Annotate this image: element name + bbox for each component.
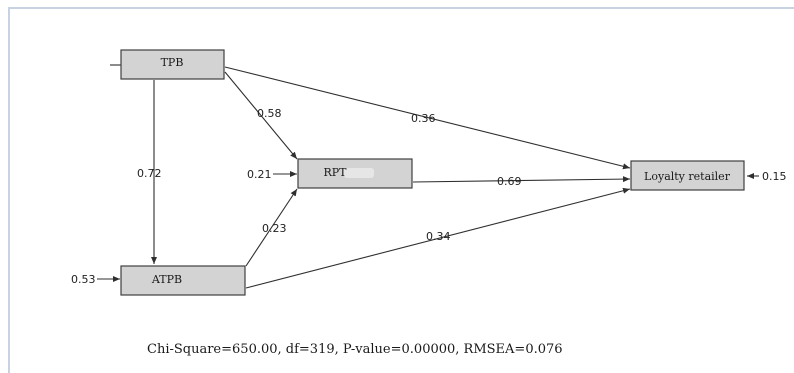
coef-atpb-rpt: 0.23 bbox=[262, 222, 287, 235]
node-rpt-label: RPT bbox=[323, 166, 347, 179]
coef-tpb-atpb: 0.72 bbox=[137, 167, 162, 180]
node-atpb: ATPB bbox=[120, 265, 246, 296]
edge-atpb-to-rpt bbox=[245, 188, 298, 267]
edge-tpb-to-rpt bbox=[224, 71, 298, 160]
node-loyalty-label: Loyalty retailer bbox=[644, 170, 731, 183]
coef-rpt-loyalty: 0.69 bbox=[497, 175, 522, 188]
edge-rpt-to-loyalty bbox=[412, 176, 631, 183]
node-loyalty-retailer: Loyalty retailer bbox=[630, 160, 745, 191]
node-rpt: RPT bbox=[297, 158, 413, 189]
obscured-label-patch bbox=[344, 168, 374, 178]
node-tpb: TPB bbox=[120, 49, 225, 80]
node-tpb-label: TPB bbox=[161, 56, 184, 69]
node-atpb-label: ATPB bbox=[151, 273, 182, 286]
error-loyalty: 0.15 bbox=[762, 170, 787, 183]
error-rpt: 0.21 bbox=[247, 168, 272, 181]
error-atpb: 0.53 bbox=[71, 273, 96, 286]
fit-statistics: Chi-Square=650.00, df=319, P-value=0.000… bbox=[147, 342, 563, 357]
coef-tpb-rpt: 0.58 bbox=[257, 107, 282, 120]
coef-tpb-loyalty: 0.36 bbox=[411, 112, 436, 125]
edge-atpb-to-loyalty bbox=[245, 187, 631, 289]
coef-atpb-loyalty: 0.34 bbox=[426, 230, 451, 243]
edge-tpb-to-loyalty bbox=[224, 66, 631, 170]
